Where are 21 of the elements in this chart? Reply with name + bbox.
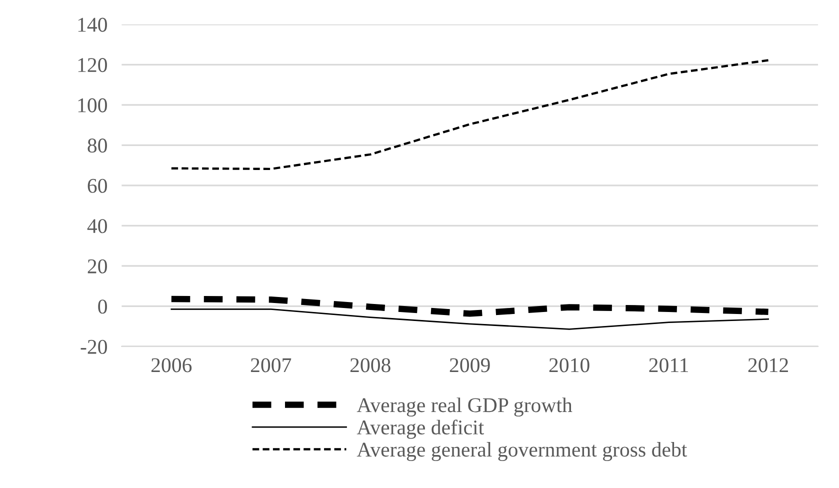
x-tick-label: 2006 (151, 358, 192, 372)
legend-label: Average general government gross debt (356, 442, 688, 462)
legend-label: Average real GDP growth (356, 398, 572, 417)
y-tick-label: 60 (88, 178, 107, 193)
y-tick-label: 0 (98, 300, 107, 314)
y-tick-label: 80 (88, 138, 107, 153)
x-tick-label: 2011 (649, 358, 688, 372)
x-tick-label: 2007 (250, 358, 292, 372)
x-tick-label: 2009 (450, 358, 490, 372)
x-tick-label: 2008 (350, 358, 390, 372)
x-tick-label: 2010 (549, 358, 590, 372)
line-series (170, 59, 770, 170)
y-tick-label: 20 (88, 259, 107, 274)
y-tick-label: 120 (78, 58, 107, 72)
x-tick-label: 2012 (748, 358, 788, 372)
y-tick-label: -20 (80, 340, 107, 354)
y-tick-label: 100 (78, 98, 107, 112)
legend-label: Average deficit (356, 420, 484, 439)
line-series (170, 308, 769, 330)
y-tick-label: 140 (78, 18, 107, 32)
y-tick-label: 40 (87, 219, 107, 234)
